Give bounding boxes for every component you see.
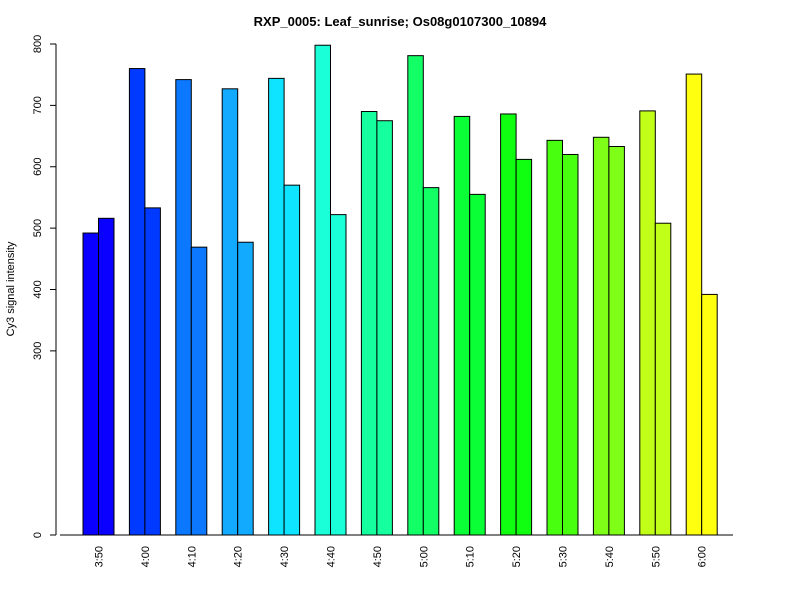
bar-420-1 bbox=[221, 88, 239, 536]
x-tick-label-1: 4:00 bbox=[140, 546, 152, 567]
bar-520-2 bbox=[515, 158, 533, 536]
x-axis: 3:50 4:00 4:10 4:20 4:30 4:40 4:50 5:00 5:10 5:20… bbox=[60, 534, 733, 567]
bar-450-1 bbox=[360, 111, 378, 536]
x-tick-label-0: 3:50 bbox=[94, 546, 106, 567]
bar-350-1 bbox=[82, 232, 99, 536]
y-tick-label-2: 400 bbox=[32, 280, 44, 298]
x-tick-label-13: 6:00 bbox=[697, 546, 709, 567]
y-tick-label-1: 300 bbox=[32, 342, 44, 360]
bar-540-1 bbox=[592, 136, 610, 536]
chart-title: RXP_0005: Leaf_sunrise; Os08g0107300_108… bbox=[254, 14, 547, 29]
bar-600-1 bbox=[685, 73, 703, 536]
bars-group bbox=[82, 44, 718, 536]
y-axis-label: Cy3 signal intensity bbox=[5, 241, 17, 336]
bar-410-2 bbox=[190, 246, 208, 536]
bar-530-2 bbox=[562, 153, 579, 536]
x-tick-label-7: 5:00 bbox=[418, 546, 430, 567]
x-tick-label-5: 4:40 bbox=[326, 546, 338, 567]
bar-550-2 bbox=[654, 222, 672, 536]
x-tick-label-3: 4:20 bbox=[233, 546, 245, 567]
y-tick-label-0: 0 bbox=[32, 532, 44, 538]
bar-510-1 bbox=[453, 115, 471, 536]
x-tick-label-4: 4:30 bbox=[279, 546, 291, 567]
x-tick-label-10: 5:30 bbox=[558, 546, 570, 567]
x-tick-label-9: 5:20 bbox=[511, 546, 523, 567]
bar-350-2 bbox=[98, 217, 115, 536]
bar-400-2 bbox=[144, 207, 161, 536]
x-tick-label-11: 5:40 bbox=[604, 546, 616, 567]
bar-410-1 bbox=[175, 79, 192, 536]
x-tick-label-6: 4:50 bbox=[372, 546, 384, 567]
y-tick-label-5: 700 bbox=[32, 96, 44, 114]
bar-500-2 bbox=[422, 187, 440, 536]
bar-440-2 bbox=[330, 214, 347, 536]
bar-430-1 bbox=[268, 77, 285, 536]
bar-420-2 bbox=[237, 241, 254, 536]
bar-450-2 bbox=[376, 120, 393, 536]
y-axis: 0 300 400 500 600 700 800 bbox=[32, 35, 57, 538]
bar-550-1 bbox=[639, 110, 656, 536]
y-tick-label-4: 600 bbox=[32, 158, 44, 176]
bar-530-1 bbox=[546, 139, 563, 536]
bar-500-1 bbox=[407, 55, 424, 536]
bar-430-2 bbox=[283, 184, 301, 536]
x-tick-label-12: 5:50 bbox=[650, 546, 662, 567]
bar-510-2 bbox=[469, 193, 486, 536]
bar-600-2 bbox=[701, 293, 718, 536]
bar-400-1 bbox=[128, 68, 146, 536]
y-tick-label-3: 500 bbox=[32, 219, 44, 237]
bar-440-1 bbox=[314, 44, 331, 536]
x-tick-label-8: 5:10 bbox=[465, 546, 477, 567]
bar-520-1 bbox=[500, 113, 517, 536]
y-tick-label-6: 800 bbox=[32, 35, 44, 53]
x-tick-label-2: 4:10 bbox=[186, 546, 198, 567]
bar-540-2 bbox=[608, 145, 625, 536]
